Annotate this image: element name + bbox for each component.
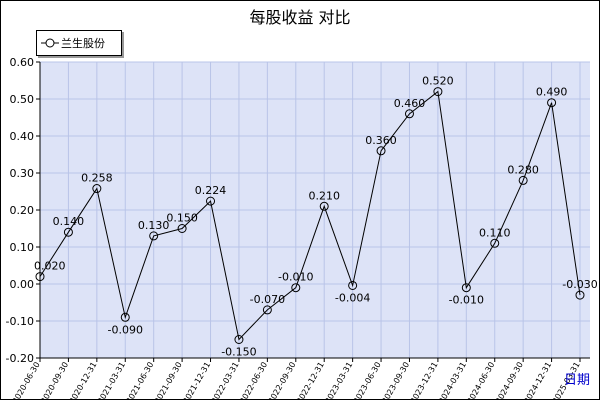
data-label: -0.010 — [449, 294, 484, 307]
data-point — [376, 146, 386, 156]
y-tick-label: 0.20 — [10, 204, 35, 217]
x-axis-title: 日期 — [564, 373, 590, 388]
data-label: 0.520 — [422, 75, 454, 88]
x-tick-label: 2023-03-31 — [323, 361, 354, 400]
data-label: 0.258 — [81, 172, 113, 185]
data-label: 0.020 — [34, 260, 66, 273]
data-label: 0.150 — [166, 212, 198, 225]
x-tick-label: 2024-06-30 — [465, 360, 496, 400]
data-point — [547, 98, 557, 108]
data-label: 0.490 — [536, 86, 568, 99]
data-label: -0.090 — [108, 323, 143, 336]
x-tick-label: 2022-12-31 — [295, 361, 326, 400]
x-tick-label: 2024-09-30 — [494, 361, 525, 400]
data-label: -0.004 — [335, 291, 370, 304]
data-label: -0.030 — [562, 278, 597, 291]
y-tick-label: 0.00 — [10, 278, 35, 291]
data-label: 0.210 — [308, 189, 340, 202]
x-tick-label: 2023-12-31 — [409, 361, 440, 400]
data-point — [319, 201, 329, 211]
data-point — [206, 196, 216, 206]
x-tick-label: 2021-12-31 — [181, 361, 212, 400]
x-tick-label: 2022-09-30 — [266, 361, 297, 400]
data-point — [262, 305, 272, 315]
y-tick-label: -0.20 — [6, 352, 34, 365]
legend-marker-icon — [41, 38, 59, 48]
data-point — [518, 175, 528, 185]
data-label: -0.070 — [250, 293, 285, 306]
data-point — [575, 290, 585, 300]
data-point — [35, 272, 45, 282]
legend: 兰生股份 — [36, 30, 122, 56]
data-point — [490, 238, 500, 248]
y-tick-label: 0.40 — [10, 130, 35, 143]
data-label: 0.280 — [507, 163, 539, 176]
x-tick-label: 2021-03-31 — [96, 361, 127, 400]
data-point — [92, 184, 102, 194]
x-tick-label: 2021-09-30 — [153, 361, 184, 400]
data-point — [433, 87, 443, 97]
data-label: -0.010 — [278, 271, 313, 284]
data-label: 0.110 — [479, 226, 511, 239]
data-point — [404, 109, 414, 119]
data-point — [348, 280, 358, 290]
y-tick-label: 0.30 — [10, 167, 35, 180]
x-tick-label: 2020-09-30 — [39, 361, 70, 400]
data-label: -0.150 — [221, 346, 256, 359]
y-tick-label: 0.50 — [10, 93, 35, 106]
series-line — [39, 90, 581, 341]
data-point — [63, 227, 73, 237]
data-point — [461, 283, 471, 293]
x-tick-label: 2020-06-30 — [11, 361, 42, 400]
data-label: 0.460 — [394, 97, 426, 110]
y-tick-label: 0.60 — [10, 56, 35, 69]
chart-title: 每股收益 对比 — [249, 8, 351, 27]
data-label: 0.140 — [53, 215, 85, 228]
y-tick-label: 0.10 — [10, 241, 35, 254]
x-tick-label: 2024-03-31 — [437, 361, 468, 400]
x-tick-label: 2023-06-30 — [352, 361, 383, 400]
x-tick-label: 2020-12-31 — [68, 361, 99, 400]
data-label: 0.130 — [138, 219, 170, 232]
data-point — [291, 283, 301, 293]
data-point — [177, 224, 187, 233]
data-label: 0.360 — [365, 134, 397, 147]
x-tick-label: 2022-06-30 — [238, 361, 269, 400]
data-point — [120, 312, 130, 322]
x-tick-label: 2021-06-30 — [124, 361, 155, 400]
legend-label: 兰生股份 — [61, 37, 105, 50]
data-point — [149, 231, 159, 241]
x-tick-label: 2023-09-30 — [380, 361, 411, 400]
data-label: 0.224 — [195, 184, 227, 197]
x-tick-label: 2024-12-31 — [522, 361, 553, 400]
x-tick-label: 2022-03-31 — [210, 361, 241, 400]
data-point — [234, 335, 244, 344]
y-tick-label: -0.10 — [6, 315, 34, 328]
